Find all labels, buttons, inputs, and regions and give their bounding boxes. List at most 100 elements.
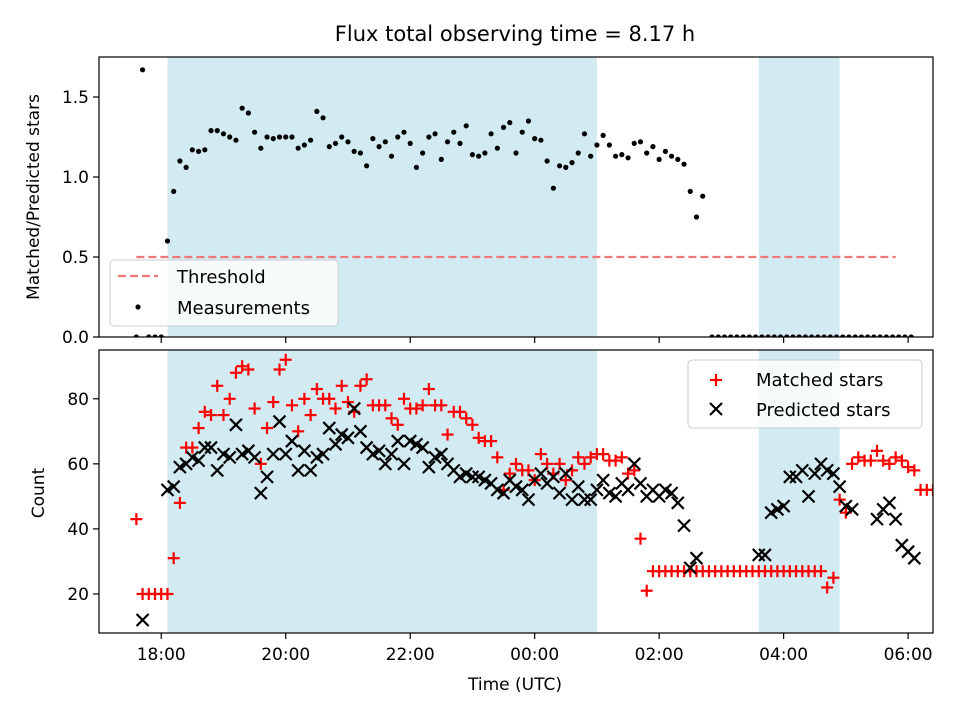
predicted-stars-point (571, 479, 586, 494)
predicted-stars-point (801, 489, 816, 504)
predicted-stars-point (415, 440, 430, 455)
y-tick-label: 60 (67, 455, 89, 475)
predicted-stars-point (783, 470, 797, 484)
measurement-point (183, 164, 189, 170)
matched-stars-point (198, 405, 211, 418)
predicted-stars-point (198, 440, 212, 455)
matched-stars-point (273, 363, 286, 376)
predicted-stars-point (596, 473, 610, 487)
matched-stars-point (578, 457, 591, 470)
matched-stars-point (354, 379, 367, 392)
matched-stars-point (205, 409, 218, 422)
matched-stars-point (422, 383, 435, 396)
predicted-stars-point (826, 466, 841, 481)
x-tick-label: 02:00 (635, 645, 684, 665)
count-axes-frame (98, 349, 934, 634)
measurement-point (301, 142, 307, 148)
legend-matched-swatch (710, 374, 722, 386)
measurement-point (821, 334, 827, 337)
legend-measurements-label: Measurements (177, 298, 310, 319)
measurement-point (721, 334, 728, 337)
measurement-point (809, 334, 815, 337)
predicted-stars-point (166, 479, 181, 494)
predicted-stars-point (278, 447, 293, 461)
predicted-stars-point (888, 512, 903, 526)
measurement-point (438, 156, 444, 162)
predicted-stars-point (328, 437, 343, 452)
matched-stars-point (927, 483, 933, 496)
y-tick-label: 1.5 (62, 88, 89, 108)
matched-stars-point (310, 383, 323, 396)
measurement-point (202, 147, 208, 153)
measurement-point (790, 334, 796, 337)
predicted-stars-point (390, 434, 405, 448)
x-tick-label: 06:00 (884, 645, 933, 665)
measurement-point (908, 334, 914, 337)
measurement-point (208, 128, 214, 134)
y-tick-label: 80 (67, 390, 89, 410)
y-tick-label: 20 (67, 585, 89, 605)
matched-stars-point (870, 444, 883, 457)
measurement-point (444, 139, 451, 145)
matched-stars-point (534, 448, 547, 461)
predicted-stars-point (266, 447, 281, 461)
matched-stars-point (167, 552, 180, 565)
matched-stars-point (341, 396, 354, 409)
predicted-stars-point (608, 489, 623, 504)
predicted-stars-point (322, 421, 337, 435)
predicted-stars-point (627, 457, 642, 471)
predicted-stars-point (776, 499, 791, 513)
matched-stars-point (877, 454, 890, 467)
measurement-point (214, 128, 220, 134)
matched-stars-point (211, 379, 224, 392)
measurement-point (494, 145, 500, 151)
measurement-point (784, 334, 790, 337)
matched-stars-point (192, 422, 205, 435)
matched-stars-point (161, 587, 174, 600)
measurement-point (833, 334, 840, 337)
matched-stars-point (242, 363, 255, 376)
predicted-stars-point (384, 447, 399, 461)
matched-stars-point (397, 392, 410, 405)
predicted-stars-point (465, 470, 480, 484)
predicted-stars-point (372, 444, 386, 458)
measurement-point (606, 142, 612, 148)
predicted-stars-point (677, 518, 691, 533)
matched-stars-point (453, 405, 466, 418)
measurement-point (233, 137, 239, 143)
measurement-point (476, 153, 482, 159)
matched-stars-point (902, 461, 915, 474)
predicted-stars-point (807, 466, 822, 481)
measurement-point (432, 131, 438, 137)
measurement-point (753, 334, 759, 337)
measurement-point (370, 136, 376, 142)
matched-stars-point (298, 392, 311, 405)
predicted-stars-point (347, 401, 361, 416)
measurement-point (656, 156, 662, 162)
matched-stars-point (833, 493, 846, 506)
measurement-point (382, 139, 388, 145)
matched-stars-point (379, 399, 392, 412)
matched-stars-point (485, 435, 498, 448)
measurement-point (681, 161, 687, 167)
predicted-stars-point (285, 434, 299, 448)
measurement-point (581, 131, 588, 137)
predicted-stars-point (621, 483, 635, 497)
count-panel: 20 40 60 80 18:00 20:00 22:00 00:00 02:00 04:00 0… (29, 349, 934, 695)
predicted-stars-point (378, 457, 393, 471)
measurement-point (575, 150, 581, 156)
matched-stars-point (472, 431, 485, 444)
measurement-point (637, 139, 644, 145)
measurement-point (164, 238, 171, 244)
legend-predicted-swatch (709, 402, 723, 416)
measurement-point (426, 134, 432, 140)
predicted-stars-point (254, 486, 268, 500)
measurement-point (556, 163, 563, 169)
measurement-point (650, 144, 656, 150)
legend-threshold-label: Threshold (176, 267, 266, 288)
measurement-point (401, 129, 407, 135)
measurement-point (239, 105, 245, 111)
measurement-point (600, 132, 606, 138)
measurement-point (877, 334, 883, 337)
